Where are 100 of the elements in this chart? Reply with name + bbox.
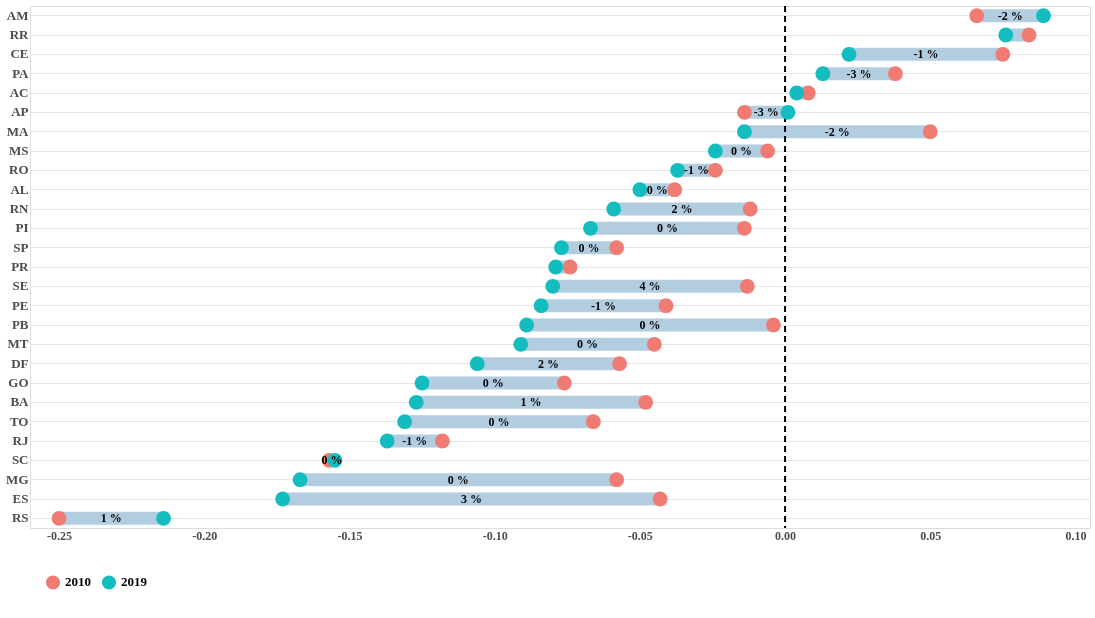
point: [583, 220, 598, 236]
point: [789, 85, 805, 101]
legend-label: 2019: [121, 574, 148, 590]
point: [652, 491, 668, 507]
y-tick-label: SC: [11, 452, 29, 468]
annotation: -1 %: [402, 434, 428, 448]
annotation: 0 %: [488, 414, 510, 429]
point: [760, 143, 776, 159]
y-tick-label: DF: [11, 355, 29, 371]
annotation: 3 %: [460, 492, 482, 506]
annotation: -3 %: [753, 105, 779, 120]
y-tick-label: ES: [12, 491, 29, 506]
point: [562, 259, 578, 275]
y-tick-label: RS: [11, 510, 29, 526]
point: [646, 336, 662, 352]
y-tick-label: AL: [10, 181, 29, 197]
y-tick-label: AP: [11, 104, 29, 120]
point: [545, 278, 561, 294]
point: [742, 201, 758, 217]
x-tick-label: -0.05: [627, 528, 653, 543]
y-tick-label: AC: [9, 85, 29, 100]
point: [815, 66, 831, 82]
point: [469, 356, 485, 372]
point: [739, 278, 755, 294]
point: [292, 472, 308, 488]
point: [707, 143, 723, 159]
point: [658, 298, 674, 314]
point: [922, 124, 938, 140]
annotation: -2 %: [824, 124, 850, 139]
point: [670, 162, 686, 178]
x-tick-label: 0.00: [775, 528, 797, 543]
annotation: 0 %: [731, 144, 753, 158]
point: [519, 317, 535, 333]
annotation: 0 %: [482, 376, 504, 390]
annotation: 2 %: [671, 202, 693, 216]
point: [736, 124, 752, 140]
y-tick-label: RR: [9, 27, 30, 42]
point: [408, 394, 424, 410]
y-tick-label: MT: [7, 336, 29, 352]
y-tick-label: PE: [11, 297, 29, 313]
y-tick-label: BA: [10, 394, 30, 410]
y-tick-label: RO: [9, 162, 29, 178]
point: [780, 104, 796, 120]
point: [533, 298, 549, 314]
x-tick-label: 0.10: [1065, 528, 1087, 543]
point: [434, 433, 450, 449]
point: [548, 259, 564, 275]
annotation: -1 %: [913, 47, 939, 62]
point: [998, 27, 1014, 43]
point: [707, 162, 723, 178]
annotation: 0 %: [646, 182, 668, 197]
annotation: 2 %: [537, 356, 559, 371]
annotation: 0 %: [639, 318, 661, 332]
y-tick-label: CE: [10, 46, 29, 62]
point: [414, 375, 430, 391]
annotation: 0 %: [656, 221, 678, 236]
y-tick-label: MG: [6, 471, 29, 487]
x-tick-label: -0.15: [337, 528, 363, 543]
annotation: -3 %: [846, 66, 872, 81]
x-tick-label: -0.20: [192, 528, 218, 543]
point: [736, 104, 752, 120]
point: [638, 394, 654, 410]
annotation: 0 %: [447, 472, 469, 487]
point: [513, 336, 529, 352]
x-tick-label: 0.05: [920, 528, 942, 543]
point: [1021, 27, 1037, 43]
point: [275, 491, 291, 507]
annotation: -2 %: [997, 8, 1023, 23]
y-tick-label: SP: [13, 239, 29, 255]
y-tick-label: PI: [15, 220, 29, 236]
point: [51, 510, 67, 526]
y-tick-label: MS: [9, 143, 29, 158]
annotation: 0 %: [321, 453, 343, 468]
annotation: -1 %: [683, 163, 709, 178]
y-tick-label: PB: [11, 317, 29, 332]
annotation: 1 %: [100, 511, 122, 526]
point: [612, 356, 627, 372]
point: [632, 182, 648, 198]
annotation: 0 %: [577, 337, 599, 352]
annotation: 0 %: [578, 240, 600, 255]
legend-label: 2010: [65, 574, 91, 590]
annotation: 1 %: [520, 395, 542, 410]
point: [379, 433, 395, 449]
y-tick-label: PR: [11, 259, 30, 274]
point: [841, 46, 857, 62]
x-tick-label: -0.25: [47, 528, 73, 543]
point: [969, 8, 985, 24]
point: [156, 510, 172, 526]
x-tick-label: -0.10: [482, 528, 508, 543]
point: [609, 472, 625, 488]
y-tick-label: RJ: [12, 433, 29, 448]
y-tick-label: MA: [6, 123, 30, 139]
y-tick-label: AM: [6, 7, 29, 23]
point: [606, 201, 622, 217]
point: [609, 240, 625, 256]
y-tick-label: GO: [8, 375, 29, 390]
point: [766, 317, 781, 333]
annotation: 4 %: [639, 279, 661, 294]
y-tick-label: RN: [9, 201, 30, 216]
point: [556, 375, 572, 391]
